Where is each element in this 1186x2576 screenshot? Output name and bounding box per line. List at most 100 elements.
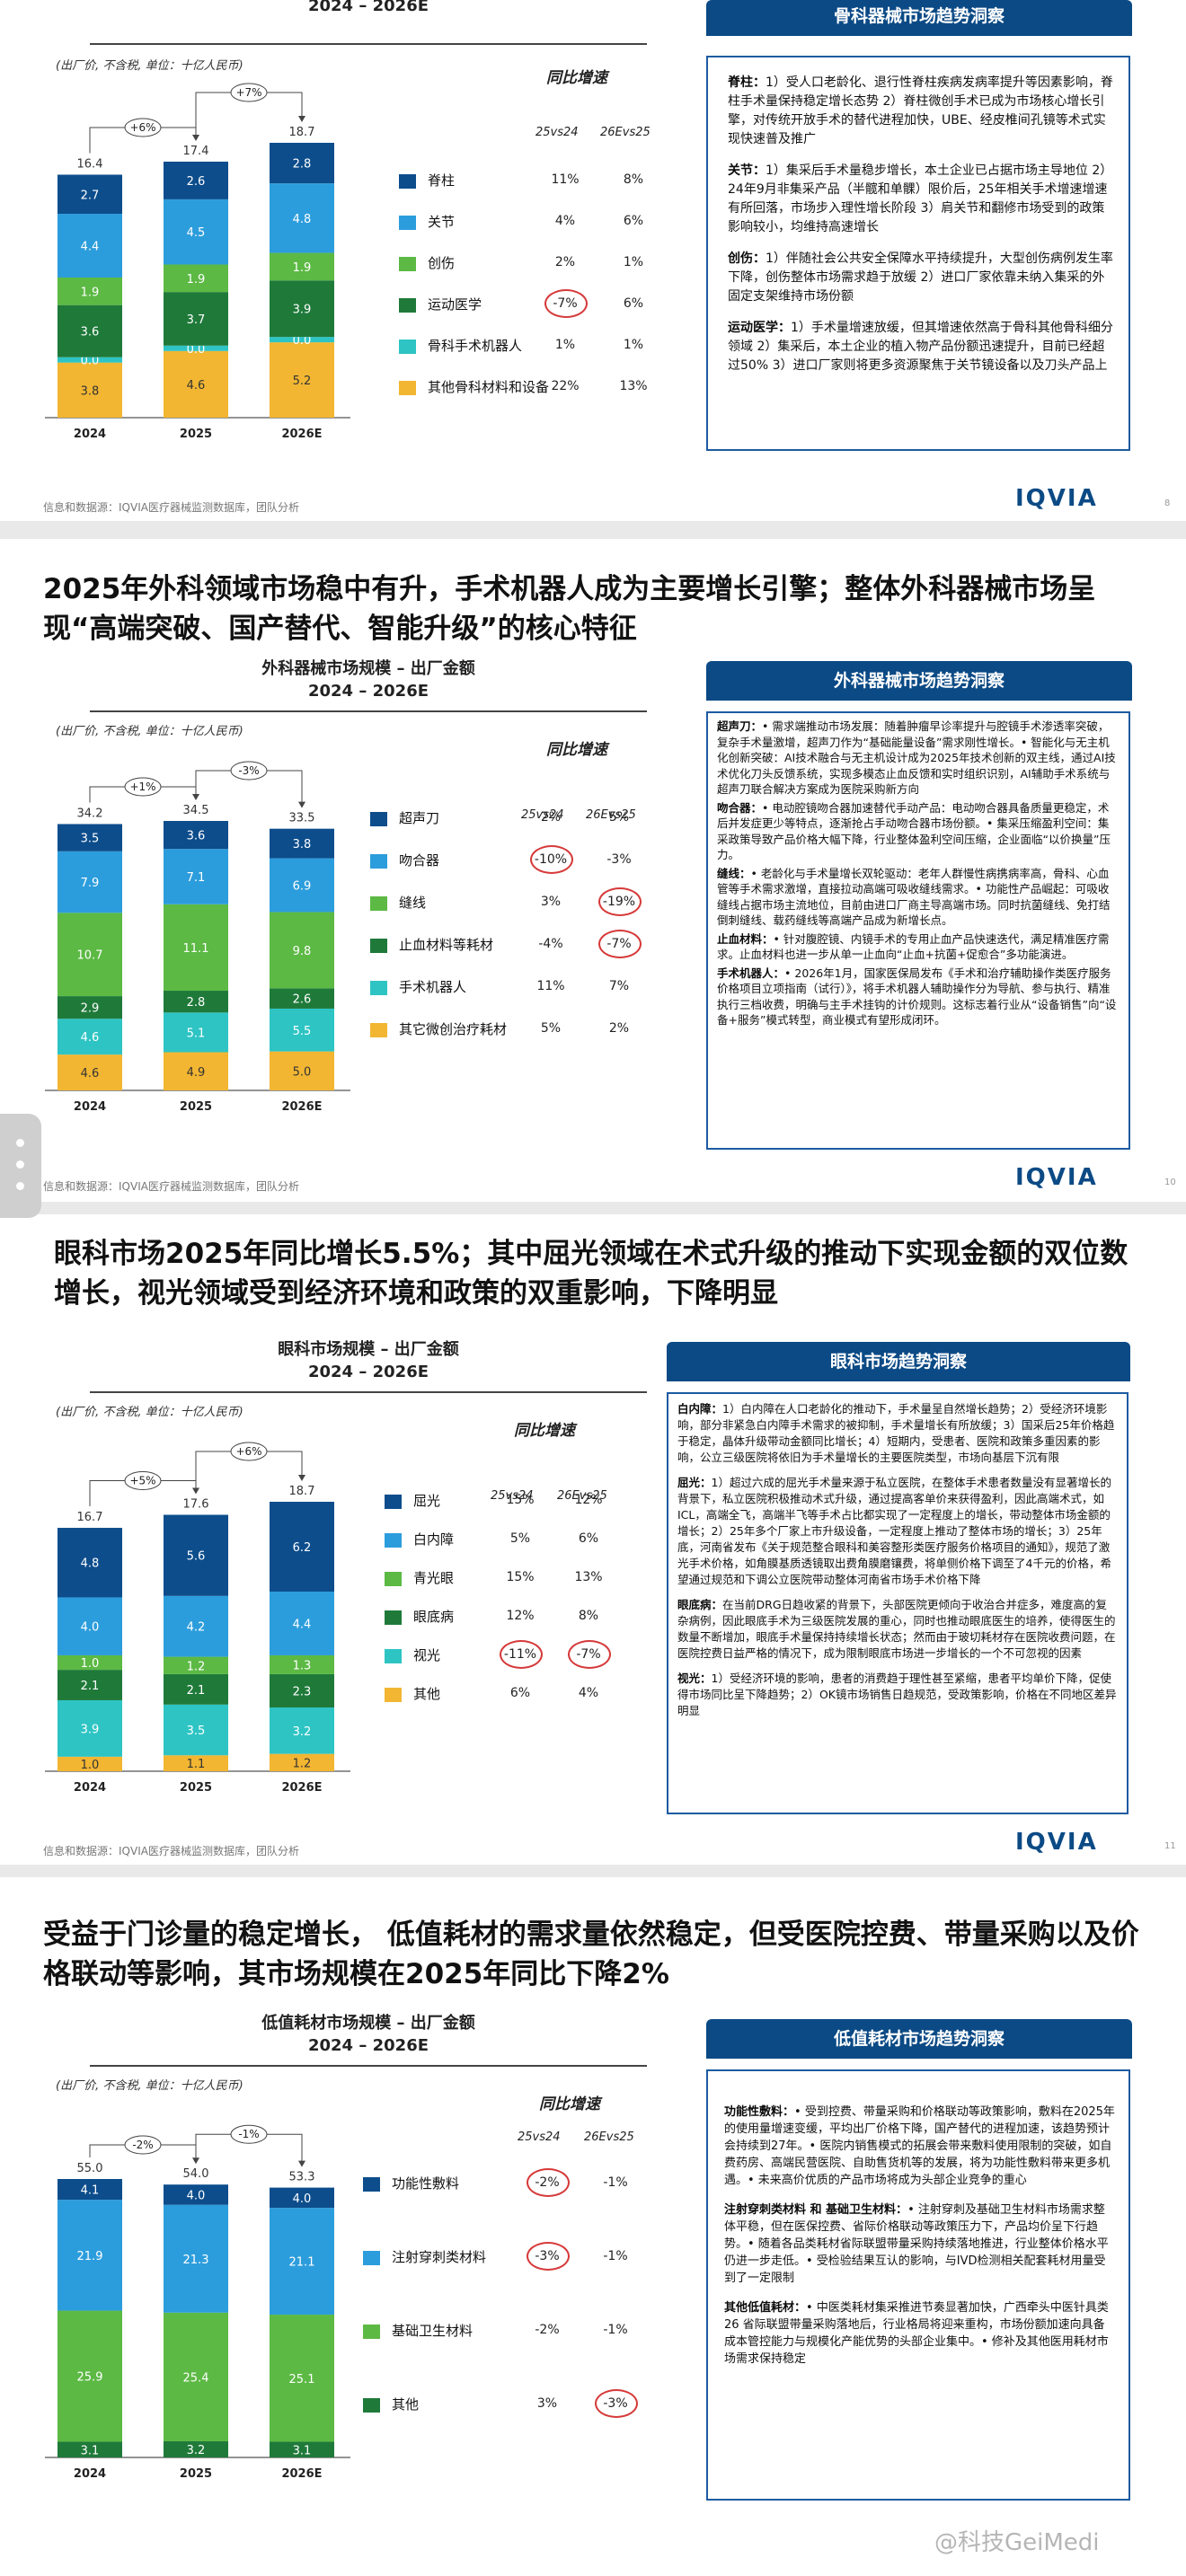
legend-label: 白内障 xyxy=(413,1531,455,1548)
legend-label: 运动医学 xyxy=(428,296,482,313)
trend-section-text: • 注射穿刺及基础卫生材料市场需求整体平稳，但在医保控费、省际价格联动等政策压力… xyxy=(724,2203,1109,2285)
yoy-value: 2% xyxy=(554,255,576,269)
bar-segment xyxy=(164,1755,228,1771)
yoy-value: 1% xyxy=(623,338,644,352)
chart-title: 外科器械市场规模 – 出厂金额 2024 – 2026E xyxy=(261,659,475,701)
bar-value-label: 4.2 xyxy=(187,1621,206,1635)
trend-section: 缝线：• 老龄化与手术量增长双轮驱动：老年人群慢性病携病率高，骨科、心血管等手术… xyxy=(717,866,1120,929)
slide-low-value-consumables: 受益于门诊量的稳定增长， 低值耗材的需求量依然稳定，但受医院控费、带量采购以及价… xyxy=(0,1877,1186,2576)
trend-section-head: 关节： xyxy=(728,163,766,178)
bar-value-label: 2.8 xyxy=(187,996,206,1010)
trend-section-head: 止血材料： xyxy=(717,931,774,946)
bar-value-label: 1.0 xyxy=(81,1759,100,1772)
col-header-25vs24: 25vs24 xyxy=(521,808,564,822)
bar-segment xyxy=(164,1595,228,1657)
bar-segment xyxy=(164,350,228,418)
unit-label: (出厂价, 不含税, 单位：十亿人民币) xyxy=(56,1405,243,1419)
legend-swatch xyxy=(399,340,416,354)
growth-label: +6% xyxy=(235,1445,261,1458)
legend-item: 其他 xyxy=(363,2395,516,2416)
bar-value-label: 2.1 xyxy=(81,1680,100,1693)
highlight-circle xyxy=(595,2389,638,2418)
bar-value-label: 3.8 xyxy=(81,384,100,398)
legend-swatch xyxy=(399,216,416,230)
growth-label: +7% xyxy=(235,86,261,99)
bar-value-label: 1.9 xyxy=(81,286,100,299)
growth-arrowhead xyxy=(298,1475,305,1481)
total-label: 16.4 xyxy=(77,157,103,171)
bar-segment xyxy=(270,280,334,338)
growth-label: -3% xyxy=(238,764,259,777)
legend-item: 青光眼 xyxy=(385,1568,537,1590)
bar-segment xyxy=(58,851,122,913)
bar-value-label: 4.8 xyxy=(293,213,312,226)
legend-item: 关节 xyxy=(399,212,552,234)
category-label: 2026E xyxy=(281,428,322,441)
bar-segment xyxy=(270,183,334,253)
bar-value-label: 3.6 xyxy=(81,326,100,340)
bar-value-label: 5.0 xyxy=(293,1065,312,1079)
yoy-value: 8% xyxy=(623,172,644,187)
trend-section-head: 超声刀： xyxy=(717,719,763,733)
bar-segment xyxy=(58,1019,122,1055)
bar-segment xyxy=(58,913,122,997)
yoy-value: 2% xyxy=(608,1021,630,1036)
bar-value-label: 4.0 xyxy=(81,1621,100,1635)
bar-value-label: 3.1 xyxy=(293,2444,312,2457)
trend-header: 骨科器械市场趋势洞察 xyxy=(706,0,1132,36)
legend-item: 缝线 xyxy=(370,893,523,914)
trend-section-head: 注射穿刺类材料 和 基础卫生材料： xyxy=(724,2203,908,2217)
trend-section-text: 1）手术量增速放缓，但其增速依然高于骨科其他骨科细分领域 2）集采后，本土企业的… xyxy=(728,321,1113,373)
legend-swatch xyxy=(385,1533,402,1548)
legend-swatch xyxy=(399,257,416,271)
legend-swatch xyxy=(399,381,416,395)
legend-swatch xyxy=(363,2251,380,2265)
trend-section-head: 运动医学： xyxy=(728,321,791,335)
bar-value-label: 2.6 xyxy=(187,175,206,189)
legend-item: 手术机器人 xyxy=(370,977,523,999)
trend-section-head: 白内障： xyxy=(677,1402,723,1416)
chart-title-divider xyxy=(90,1391,647,1393)
unit-label: (出厂价, 不含税, 单位：十亿人民币) xyxy=(56,724,243,738)
trend-section-text: 1）受经济环境的影响，患者的消费趋于理性甚至紧缩，患者平均单价下降，促使得市场同… xyxy=(677,1672,1117,1717)
yoy-value: -2% xyxy=(535,2323,560,2337)
bar-value-label: 1.9 xyxy=(293,261,312,275)
bar-segment xyxy=(270,1592,334,1655)
legend-item: 基础卫生材料 xyxy=(363,2321,516,2342)
trend-section: 手术机器人：• 2026年1月，国家医保局发布《手术和治疗辅助操作类医疗服务价格… xyxy=(717,966,1120,1028)
legend-swatch xyxy=(385,1495,402,1509)
bar-segment xyxy=(58,174,122,215)
bar-segment xyxy=(164,1012,228,1053)
legend-label: 视光 xyxy=(413,1647,441,1663)
bar-segment xyxy=(270,988,334,1009)
side-panel-handle[interactable] xyxy=(0,1114,41,1218)
highlight-circle xyxy=(527,2242,570,2271)
legend-swatch xyxy=(399,174,416,189)
bar-value-label: 2.7 xyxy=(81,189,100,202)
yoy-value: -1% xyxy=(603,2323,628,2337)
total-label: 18.7 xyxy=(289,126,315,139)
growth-badge xyxy=(124,2135,162,2155)
chart-title-divider xyxy=(90,2065,647,2067)
bar-segment xyxy=(58,2200,122,2311)
bar-segment xyxy=(58,214,122,278)
yoy-value: 2% xyxy=(540,810,562,825)
trend-section: 吻合器：• 电动腔镜吻合器加速替代手动产品：电动吻合器具备质量更稳定，术后并发症… xyxy=(717,800,1120,863)
bar-value-label: 5.5 xyxy=(293,1025,312,1038)
bar-segment xyxy=(270,1502,334,1592)
bar-segment xyxy=(270,1753,334,1771)
trend-box: 脊柱：1）受人口老龄化、退行性脊柱疾病发病率提升等因素影响，脊柱手术量保持稳定增… xyxy=(706,56,1130,451)
bar-segment xyxy=(58,2441,122,2457)
growth-badge xyxy=(124,777,162,797)
bar-segment xyxy=(164,991,228,1013)
bar-segment xyxy=(58,1597,122,1655)
bar-segment xyxy=(164,1514,228,1596)
col-header-26vs25: 26Evs25 xyxy=(557,1489,607,1503)
col-header-25vs24: 25vs24 xyxy=(491,1489,534,1503)
col-header-26vs25: 26Evs25 xyxy=(584,2130,634,2144)
bar-value-label: 5.1 xyxy=(187,1027,206,1040)
yoy-value: 6% xyxy=(578,1531,599,1546)
legend-label: 止血材料等耗材 xyxy=(399,937,494,953)
bar-value-label: 1.2 xyxy=(293,1757,312,1770)
legend-swatch xyxy=(370,981,387,995)
